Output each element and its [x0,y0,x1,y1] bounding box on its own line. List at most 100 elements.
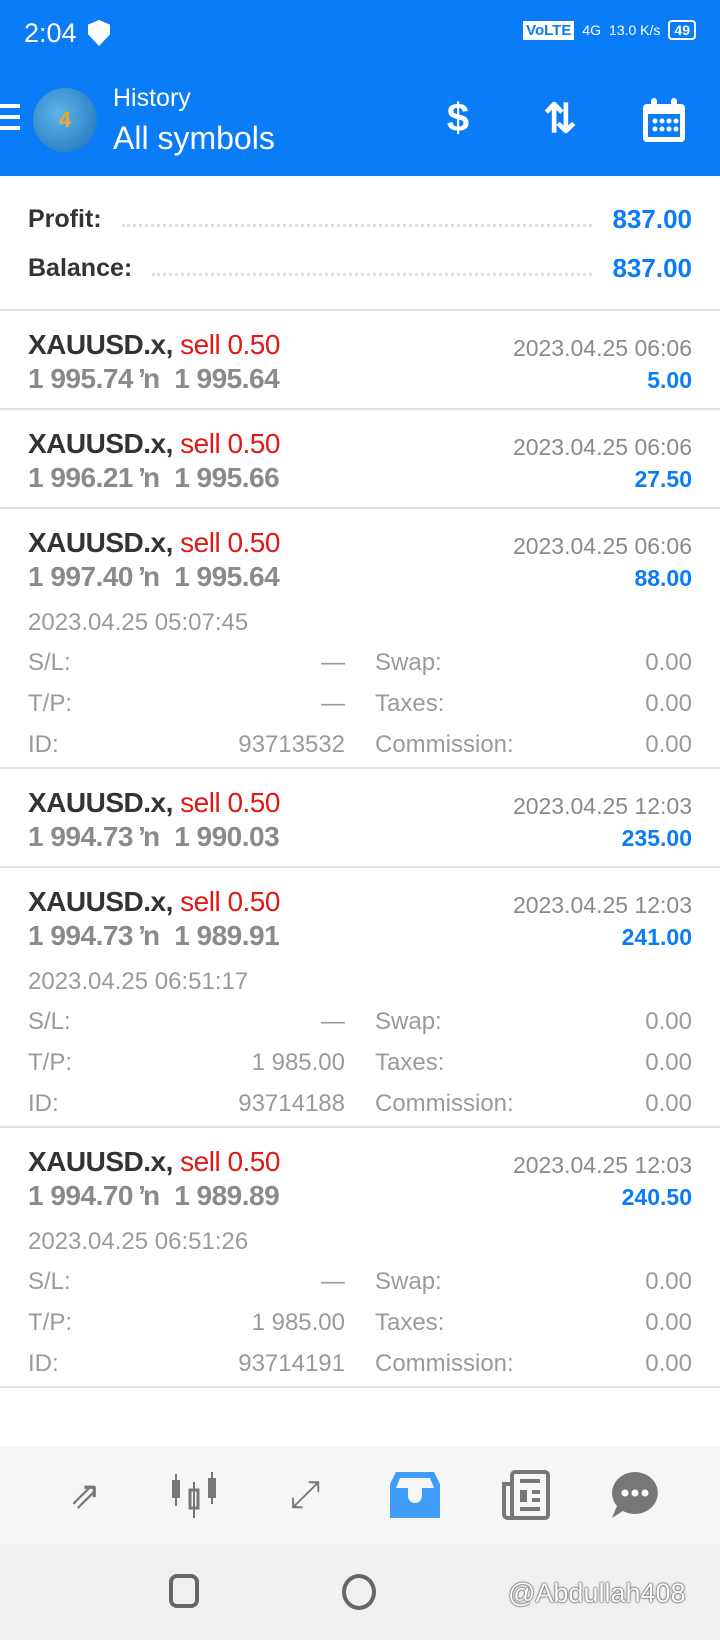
deal-profit: 5.00 [647,367,692,393]
deal-row[interactable]: XAUUSD.x, sell 0.50 1 995.74 ŉ 1 995.64 … [0,311,720,410]
status-time: 2:04 [24,18,77,48]
tp-value: 1 985.00 [251,1049,345,1076]
open-price: 1 995.74 [28,363,134,394]
detail-row: T/P: 1 985.00 Taxes: 0.00 [0,1309,720,1339]
detail-row: S/L: — Swap: 0.00 [0,1008,720,1038]
deal-row[interactable]: XAUUSD.x, sell 0.50 1 994.73 ŉ 1 989.91 … [0,868,720,1128]
open-time: 2023.04.25 05:07:45 [28,609,249,636]
profit-row: Profit: 837.00 [28,204,692,235]
deal-prices: 1 994.70 ŉ 1 989.89 [28,1180,280,1212]
deal-time: 2023.04.25 06:06 [512,434,692,460]
detail-row: ID: 93714191 Commission: 0.00 [0,1350,720,1380]
open-price: 1 994.73 [28,920,134,951]
tp-label: T/P: [28,1049,73,1076]
symbol: XAUUSD.x, [28,787,173,818]
deal-prices: 1 996.21 ŉ 1 995.66 [28,462,280,494]
volte-badge: VoLTE [523,20,575,40]
chart-icon[interactable] [169,1469,221,1521]
detail-row: S/L: — Swap: 0.00 [0,649,720,679]
sl-value: — [321,1268,345,1295]
deal-symbol: XAUUSD.x, sell 0.50 [28,428,280,460]
commission-label: Commission: [375,1350,514,1377]
open-time: 2023.04.25 06:51:26 [28,1228,249,1255]
taxes-label: Taxes: [375,690,445,717]
open-time: 2023.04.25 06:51:17 [28,968,249,995]
tp-label: T/P: [28,1309,73,1336]
close-price: 1 995.64 [174,561,280,592]
open-price: 1 994.70 [28,1180,134,1211]
deposit-icon[interactable]: $ [446,96,470,140]
profit-value: 837.00 [612,204,692,234]
calendar-icon[interactable] [636,96,692,154]
arrow-glyph: ŉ [140,363,160,394]
commission-label: Commission: [375,731,514,758]
deal-side: sell 0.50 [180,787,280,818]
id-value: 93713532 [238,731,345,758]
tp-label: T/P: [28,690,73,717]
deal-symbol: XAUUSD.x, sell 0.50 [28,1146,280,1178]
deal-side: sell 0.50 [180,886,280,917]
commission-label: Commission: [375,1090,514,1117]
deal-prices: 1 994.73 ŉ 1 990.03 [28,821,280,853]
commission-value: 0.00 [645,1350,692,1377]
menu-icon[interactable] [0,104,20,137]
open-price: 1 997.40 [28,561,134,592]
status-icons: VoLTE 4G 13.0 K/s 49 [523,20,696,40]
symbol: XAUUSD.x, [28,329,173,360]
id-label: ID: [28,1350,59,1377]
history-icon[interactable] [389,1469,441,1521]
deal-symbol: XAUUSD.x, sell 0.50 [28,329,280,361]
deal-symbol: XAUUSD.x, sell 0.50 [28,527,280,559]
battery-icon: 49 [668,20,696,40]
trade-icon[interactable]: ⤢ [289,1473,321,1516]
header-subtitle: History [113,84,191,112]
recents-button[interactable] [169,1574,199,1608]
deal-row[interactable]: XAUUSD.x, sell 0.50 1 994.73 ŉ 1 990.03 … [0,769,720,868]
symbol: XAUUSD.x, [28,886,173,917]
deal-profit: 235.00 [621,825,692,851]
close-price: 1 995.66 [174,462,280,493]
swap-value: 0.00 [645,649,692,676]
quotes-icon[interactable]: ⇗ [69,1474,101,1517]
deal-profit: 27.50 [634,466,692,492]
network-speed: 13.0 K/s [609,22,661,38]
deal-time: 2023.04.25 12:03 [512,793,692,819]
signal-icon: 4G [582,22,602,38]
swap-value: 0.00 [645,1008,692,1035]
deal-symbol: XAUUSD.x, sell 0.50 [28,787,280,819]
commission-value: 0.00 [645,1090,692,1117]
detail-row: S/L: — Swap: 0.00 [0,1268,720,1298]
home-button[interactable] [342,1574,376,1610]
deal-row[interactable]: XAUUSD.x, sell 0.50 1 996.21 ŉ 1 995.66 … [0,410,720,509]
detail-row: ID: 93714188 Commission: 0.00 [0,1090,720,1120]
close-price: 1 990.03 [174,821,280,852]
balance-label: Balance: [28,254,133,282]
swap-label: Swap: [375,1008,442,1035]
arrow-glyph: ŉ [140,1180,160,1211]
id-value: 93714191 [238,1350,345,1377]
deal-row[interactable]: XAUUSD.x, sell 0.50 1 997.40 ŉ 1 995.64 … [0,509,720,769]
symbol: XAUUSD.x, [28,527,173,558]
sl-label: S/L: [28,649,71,676]
close-price: 1 995.64 [174,363,280,394]
detail-row: T/P: — Taxes: 0.00 [0,690,720,720]
deal-time: 2023.04.25 12:03 [512,1152,692,1178]
deal-side: sell 0.50 [180,329,280,360]
sort-icon[interactable]: ⇅ [543,97,577,141]
deal-profit: 240.50 [621,1184,692,1210]
mt4-logo: 4 [33,88,97,152]
symbol-filter[interactable]: All symbols [113,120,275,156]
detail-row: T/P: 1 985.00 Taxes: 0.00 [0,1049,720,1079]
taxes-label: Taxes: [375,1049,445,1076]
arrow-glyph: ŉ [140,561,160,592]
sl-value: — [321,1008,345,1035]
deal-prices: 1 994.73 ŉ 1 989.91 [28,920,280,952]
deal-prices: 1 995.74 ŉ 1 995.64 [28,363,280,395]
sl-label: S/L: [28,1008,71,1035]
arrow-glyph: ŉ [140,821,160,852]
close-price: 1 989.91 [174,920,280,951]
chat-icon[interactable] [609,1469,661,1521]
sl-value: — [321,649,345,676]
news-icon[interactable] [499,1469,551,1521]
deal-row[interactable]: XAUUSD.x, sell 0.50 1 994.70 ŉ 1 989.89 … [0,1128,720,1388]
